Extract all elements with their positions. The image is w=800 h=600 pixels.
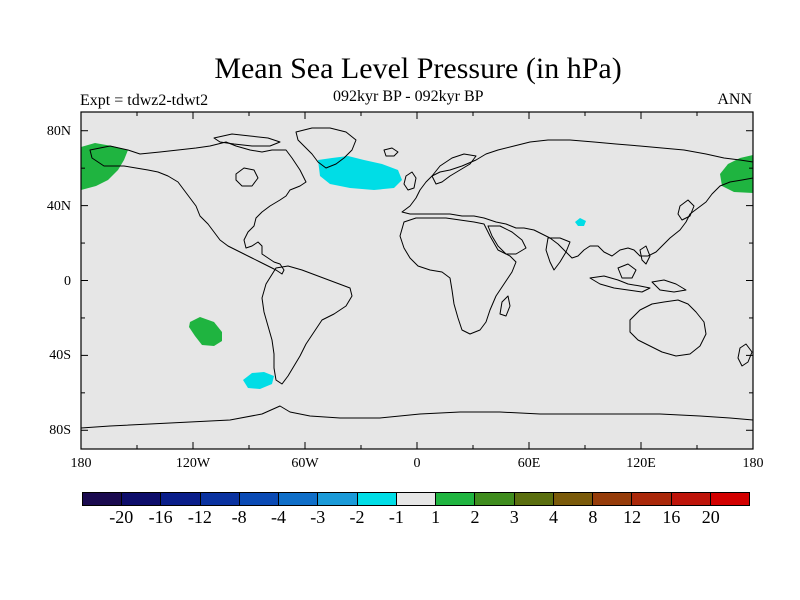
colorbar-cell: [553, 493, 594, 505]
colorbar-label: -12: [187, 507, 212, 527]
colorbar-label: 1: [431, 507, 441, 527]
coastline-indonesia: [589, 275, 651, 293]
colorbar: [82, 492, 750, 506]
experiment-label: Expt = tdwz2-tdwt2: [80, 92, 209, 109]
colorbar-label: -2: [349, 507, 365, 527]
coastline-eurasia: [401, 139, 754, 259]
coastline-new-guinea: [651, 279, 687, 293]
colorbar-cell: [122, 493, 162, 505]
lat-label-80s: 80S: [49, 423, 71, 438]
colorbar-cell: [396, 493, 437, 505]
coastline-arabia: [487, 225, 527, 255]
coastline-north-america: [89, 141, 307, 275]
anomaly-region-tibet: [575, 218, 586, 226]
coastline-iceland: [383, 147, 399, 157]
coastline-australia: [629, 299, 707, 357]
colorbar-label: 12: [623, 507, 642, 527]
colorbar-cell: [279, 493, 319, 505]
colorbar-cell: [593, 493, 633, 505]
coastline-arctic-islands: [213, 133, 281, 147]
coastline-india: [545, 237, 571, 271]
lon-label-60w: 60W: [291, 456, 319, 471]
coastline-uk: [403, 171, 417, 191]
colorbar-label: 4: [549, 507, 559, 527]
colorbar-label: 8: [588, 507, 598, 527]
coastlines: [80, 127, 754, 429]
colorbar-label: -8: [231, 507, 247, 527]
colorbar-label: -4: [270, 507, 286, 527]
colorbar-label: -20: [109, 507, 134, 527]
map-background: [81, 112, 753, 449]
colorbar-cell: [161, 493, 201, 505]
colorbar-cell: [318, 493, 358, 505]
lon-label-120w: 120W: [175, 456, 211, 471]
colorbar-label: 3: [509, 507, 519, 527]
coastline-japan: [677, 199, 695, 221]
colorbar-cell: [632, 493, 672, 505]
anomaly-region-bering-east: [720, 155, 753, 193]
coastline-scandinavia: [431, 153, 477, 185]
coastline-antarctica: [80, 405, 754, 429]
coastline-africa: [399, 217, 517, 335]
colorbar-label: 20: [701, 507, 720, 527]
colorbar-label: -16: [148, 507, 173, 527]
period-label: 092kyr BP - 092kyr BP: [333, 88, 484, 105]
coastline-madagascar: [499, 295, 511, 317]
lat-label-40s: 40S: [49, 348, 71, 363]
colorbar-label: -1: [388, 507, 404, 527]
colorbar-label: 16: [662, 507, 681, 527]
colorbar-cell: [514, 493, 554, 505]
axis-ticks: [80, 112, 754, 449]
colorbar-cell: [475, 493, 515, 505]
colorbar-cell: [436, 493, 476, 505]
colorbar-cell: [200, 493, 240, 505]
coastline-new-zealand: [737, 343, 753, 367]
colorbar-cell: [357, 493, 397, 505]
lat-label-0: 0: [64, 274, 71, 289]
coastline-south-america: [261, 265, 353, 385]
coastline-borneo: [617, 263, 637, 279]
lat-label-40n: 40N: [46, 199, 71, 214]
colorbar-cell: [710, 493, 749, 505]
colorbar-cell: [671, 493, 711, 505]
chart-title: Mean Sea Level Pressure (in hPa): [214, 52, 622, 85]
colorbar-cell: [83, 493, 123, 505]
lon-label-180e: 180: [742, 456, 764, 471]
colorbar-label: -3: [310, 507, 326, 527]
lon-label-60e: 60E: [517, 456, 541, 471]
lon-label-180w: 180: [70, 456, 92, 471]
colorbar-label: 2: [470, 507, 480, 527]
coastline-philippines: [639, 245, 651, 265]
colorbar-cell: [239, 493, 280, 505]
season-label: ANN: [717, 91, 752, 108]
lon-label-120e: 120E: [626, 456, 656, 471]
anomaly-region-north-atlantic: [318, 156, 402, 190]
coastline-hudson-bay: [235, 167, 259, 187]
anomaly-region-se-pacific: [189, 317, 222, 346]
lat-label-80n: 80N: [46, 124, 71, 139]
anomaly-region-southern-ocean: [243, 372, 274, 389]
lon-label-0: 0: [413, 456, 421, 471]
coastline-greenland: [295, 127, 357, 169]
